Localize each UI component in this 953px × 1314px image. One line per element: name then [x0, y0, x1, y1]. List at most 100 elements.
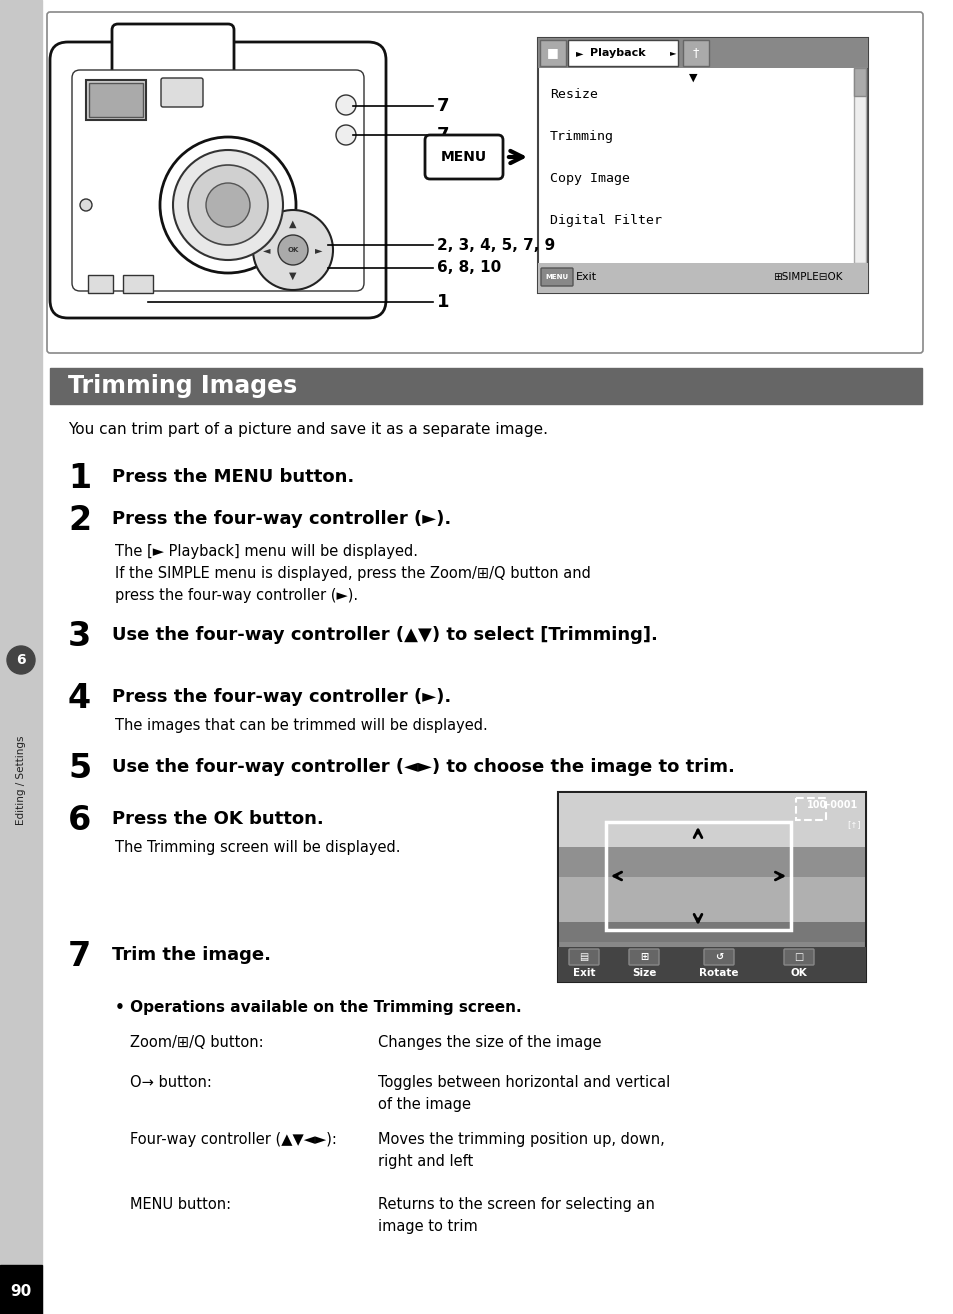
- Text: 7: 7: [436, 126, 449, 145]
- Text: 2, 3, 4, 5, 7, 9: 2, 3, 4, 5, 7, 9: [436, 238, 555, 252]
- Text: Copy Image: Copy Image: [550, 172, 629, 185]
- Bar: [558, 848, 864, 882]
- Text: 4: 4: [68, 682, 91, 715]
- Text: ◄: ◄: [263, 244, 271, 255]
- Text: Resize: Resize: [550, 88, 598, 101]
- Text: If the SIMPLE menu is displayed, press the Zoom/⊞/Q button and: If the SIMPLE menu is displayed, press t…: [115, 566, 590, 581]
- Text: Trimming Images: Trimming Images: [68, 374, 297, 398]
- FancyBboxPatch shape: [628, 949, 659, 964]
- Bar: [123, 275, 152, 293]
- Bar: [558, 922, 864, 942]
- Text: Use the four-way controller (◄►) to choose the image to trim.: Use the four-way controller (◄►) to choo…: [112, 758, 734, 777]
- Bar: [853, 68, 865, 263]
- Text: Press the four-way controller (►).: Press the four-way controller (►).: [112, 689, 451, 706]
- Circle shape: [7, 646, 35, 674]
- Text: ↺: ↺: [714, 953, 722, 962]
- Text: [↑]: [↑]: [846, 820, 860, 829]
- Text: The Trimming screen will be displayed.: The Trimming screen will be displayed.: [115, 840, 400, 855]
- Text: OK: OK: [790, 968, 806, 978]
- Text: ⊞SIMPLE⊟OK: ⊞SIMPLE⊟OK: [773, 272, 841, 283]
- Text: Returns to the screen for selecting an: Returns to the screen for selecting an: [377, 1197, 654, 1212]
- Bar: [795, 798, 825, 820]
- Text: image to trim: image to trim: [377, 1219, 477, 1234]
- Bar: [0, 0, 42, 1314]
- Text: ▲: ▲: [289, 219, 296, 229]
- Text: Press the four-way controller (►).: Press the four-way controller (►).: [112, 510, 451, 528]
- Text: 6: 6: [68, 804, 91, 837]
- Text: 7: 7: [68, 940, 91, 972]
- Text: 1: 1: [68, 463, 91, 495]
- Bar: [558, 876, 864, 942]
- Bar: [567, 39, 678, 66]
- Text: MENU button:: MENU button:: [130, 1197, 231, 1212]
- Circle shape: [277, 235, 308, 265]
- Text: ▼: ▼: [688, 74, 697, 83]
- Text: Press the OK button.: Press the OK button.: [112, 809, 323, 828]
- Text: 90: 90: [10, 1285, 31, 1300]
- Text: 6, 8, 10: 6, 8, 10: [436, 260, 500, 276]
- Text: OK: OK: [287, 247, 298, 254]
- FancyBboxPatch shape: [71, 70, 364, 290]
- Circle shape: [188, 166, 268, 244]
- Text: □: □: [794, 953, 802, 962]
- Text: ▤: ▤: [578, 953, 588, 962]
- Text: The [► Playback] menu will be displayed.: The [► Playback] menu will be displayed.: [115, 544, 417, 558]
- Text: 1: 1: [436, 293, 449, 311]
- Text: Zoom/⊞/Q button:: Zoom/⊞/Q button:: [130, 1035, 263, 1050]
- Text: O→ button:: O→ button:: [130, 1075, 212, 1091]
- Text: Editing / Settings: Editing / Settings: [16, 736, 26, 825]
- Text: 5: 5: [68, 752, 91, 784]
- Bar: [605, 823, 790, 930]
- Circle shape: [253, 210, 333, 290]
- Bar: [682, 39, 708, 66]
- Bar: [50, 368, 921, 403]
- Text: You can trim part of a picture and save it as a separate image.: You can trim part of a picture and save …: [68, 422, 547, 438]
- Text: Moves the trimming position up, down,: Moves the trimming position up, down,: [377, 1131, 664, 1147]
- Text: Press the MENU button.: Press the MENU button.: [112, 468, 354, 486]
- Bar: [537, 38, 867, 68]
- Text: press the four-way controller (►).: press the four-way controller (►).: [115, 587, 357, 603]
- Circle shape: [335, 95, 355, 116]
- Text: Changes the size of the image: Changes the size of the image: [377, 1035, 601, 1050]
- Bar: [853, 68, 865, 96]
- Bar: [537, 38, 867, 293]
- Text: ►: ►: [314, 244, 322, 255]
- Text: 7: 7: [436, 97, 449, 116]
- Text: Rotate: Rotate: [699, 968, 738, 978]
- FancyBboxPatch shape: [540, 268, 573, 286]
- Bar: [558, 947, 865, 982]
- Text: ►: ►: [576, 49, 583, 58]
- Text: • Operations available on the Trimming screen.: • Operations available on the Trimming s…: [115, 1000, 521, 1014]
- Text: 6: 6: [16, 653, 26, 668]
- Text: MENU: MENU: [545, 275, 568, 280]
- FancyBboxPatch shape: [568, 949, 598, 964]
- Text: 3: 3: [68, 620, 91, 653]
- Text: Four-way controller (▲▼◄►):: Four-way controller (▲▼◄►):: [130, 1131, 336, 1147]
- Circle shape: [206, 183, 250, 227]
- Circle shape: [172, 150, 283, 260]
- FancyBboxPatch shape: [112, 24, 233, 91]
- Text: of the image: of the image: [377, 1097, 471, 1112]
- Text: Use the four-way controller (▲▼) to select [Trimming].: Use the four-way controller (▲▼) to sele…: [112, 625, 658, 644]
- Text: ■: ■: [547, 46, 558, 59]
- Circle shape: [335, 125, 355, 145]
- FancyBboxPatch shape: [703, 949, 733, 964]
- Bar: [0, 1265, 42, 1314]
- Text: right and left: right and left: [377, 1154, 473, 1169]
- Bar: [88, 275, 112, 293]
- Text: Playback: Playback: [590, 49, 645, 58]
- Text: Exit: Exit: [575, 272, 596, 283]
- Bar: [537, 263, 867, 293]
- Text: Trim the image.: Trim the image.: [112, 946, 271, 964]
- Circle shape: [80, 198, 91, 212]
- Text: ►: ►: [669, 49, 676, 58]
- Text: ▼: ▼: [289, 271, 296, 281]
- Text: †: †: [692, 46, 699, 59]
- Text: MENU: MENU: [440, 150, 487, 164]
- Text: 2: 2: [68, 505, 91, 537]
- FancyBboxPatch shape: [424, 135, 502, 179]
- Text: Toggles between horizontal and vertical: Toggles between horizontal and vertical: [377, 1075, 670, 1091]
- Bar: [86, 80, 146, 120]
- FancyBboxPatch shape: [783, 949, 813, 964]
- Text: ⊞: ⊞: [639, 953, 647, 962]
